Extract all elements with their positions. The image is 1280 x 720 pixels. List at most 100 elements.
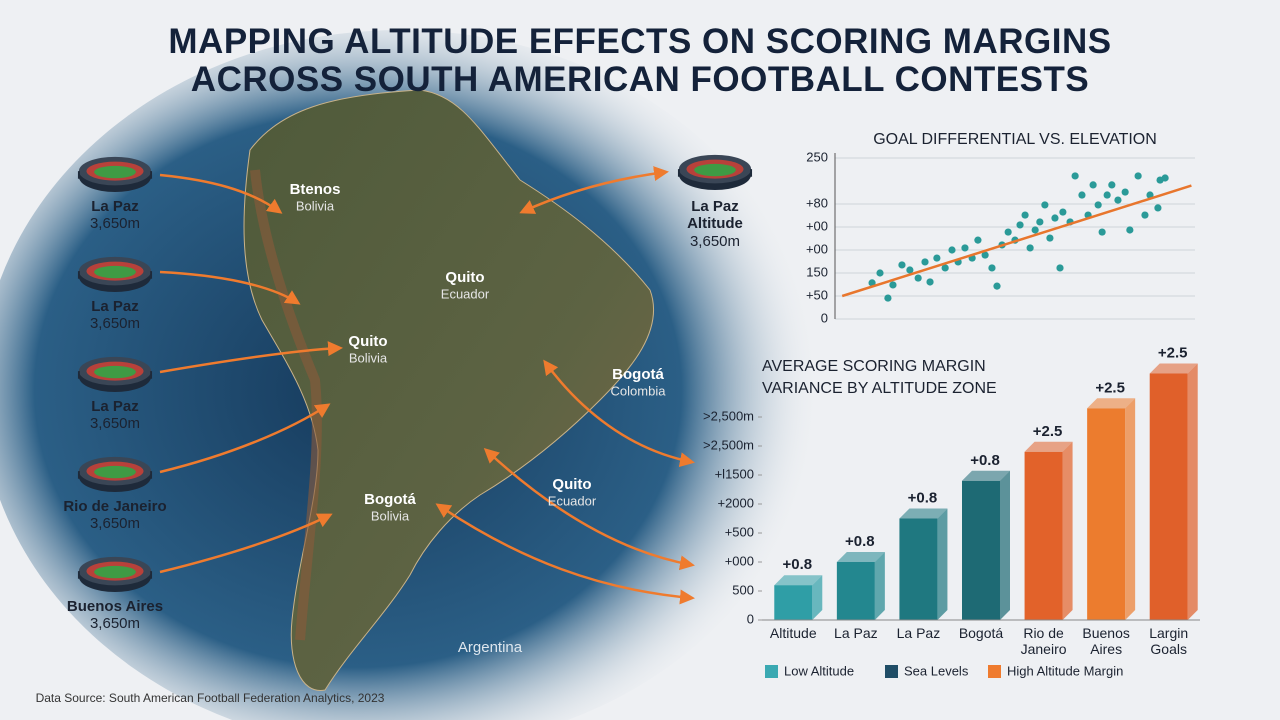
legend-swatch — [885, 665, 898, 678]
scatter-point — [884, 294, 892, 302]
y-tick-label: >2,500m — [703, 437, 754, 452]
bar-top — [836, 552, 885, 562]
arrow — [159, 270, 301, 305]
scatter-point — [961, 244, 969, 252]
bar-side — [874, 552, 885, 620]
bar — [836, 562, 875, 620]
y-tick-label: +00 — [806, 241, 828, 256]
scatter-point — [1108, 181, 1116, 189]
scatter-point — [1071, 172, 1079, 180]
bar — [899, 518, 938, 620]
legend-label: Low Altitude — [784, 663, 854, 678]
bar-side — [1125, 398, 1136, 620]
map-sublabel: Bolivia — [349, 350, 388, 365]
bar-side — [1000, 470, 1010, 620]
bar-top — [1024, 441, 1073, 452]
scatter-point — [876, 269, 884, 277]
stadium-elevation: 3,650m — [689, 232, 741, 250]
scatter-point — [921, 258, 929, 266]
y-tick-label: +500 — [725, 524, 754, 539]
scatter-point — [1036, 218, 1044, 226]
x-tick-label: Buenos Aires — [1082, 625, 1130, 658]
y-tick-label: 0 — [747, 611, 754, 626]
bar-side — [937, 508, 948, 620]
scatter-point — [889, 281, 897, 289]
stadium-icon — [77, 355, 153, 393]
stadium-icon — [77, 155, 153, 193]
bar-annotation: +2.5 — [1033, 423, 1063, 440]
scatter-point — [948, 246, 956, 254]
scatter-point — [1114, 196, 1122, 204]
y-tick-label: +50 — [806, 287, 828, 302]
scatter-point — [1051, 214, 1059, 222]
stadium-elevation: 3,650m — [89, 415, 141, 433]
y-tick-label: +2000 — [717, 495, 754, 510]
map-label: Quito — [552, 476, 591, 493]
bar-side — [1062, 441, 1073, 620]
stadium-icon — [677, 153, 753, 191]
scatter-point — [1161, 174, 1169, 182]
scatter-point — [988, 264, 996, 272]
stadium-icon — [77, 255, 153, 293]
bar-side — [1187, 363, 1198, 620]
y-tick-label: 250 — [806, 149, 828, 164]
scatter-point — [1098, 228, 1106, 236]
bar-annotation: +0.8 — [908, 489, 938, 506]
stadium-label: Rio de Janeiro 3,650m — [40, 498, 190, 533]
stadium-label: La Paz 3,650m — [40, 198, 190, 233]
stadium-elevation: 3,650m — [89, 315, 141, 333]
map-sublabel: Bolivia — [296, 198, 335, 213]
scatter-point — [993, 282, 1001, 290]
scatter-point — [906, 266, 914, 274]
stadium-name: La Paz Altitude — [687, 198, 743, 233]
y-tick-label: +l1500 — [715, 466, 754, 481]
map-label: Quito — [445, 269, 484, 286]
scatter-point — [1056, 264, 1064, 272]
stadium-label: Buenos Aires 3,650m — [40, 598, 190, 633]
scatter-point — [1141, 211, 1149, 219]
scatter-point — [1041, 201, 1049, 209]
andes — [250, 169, 322, 641]
bar-annotation: +0.8 — [970, 452, 1000, 469]
scatter-point — [1004, 228, 1012, 236]
legend-swatch — [765, 665, 778, 678]
bar-annotation: +0.8 — [845, 533, 875, 550]
bar-top — [774, 575, 823, 586]
chart-title: GOAL DIFFERENTIAL VS. ELEVATION — [873, 131, 1157, 148]
map-sublabel: Ecuador — [441, 286, 490, 301]
scatter-point — [1126, 226, 1134, 234]
scatter-point — [1031, 226, 1039, 234]
scatter-point — [974, 236, 982, 244]
legend-swatch — [988, 665, 1001, 678]
x-tick-label: La Paz — [896, 625, 941, 641]
stadium-name: La Paz — [91, 198, 139, 215]
stadium-name: Buenos Aires — [66, 598, 164, 615]
x-tick-label: La Paz — [834, 625, 878, 641]
scatter-point — [981, 251, 989, 259]
stadium-label: La Paz 3,650m — [40, 398, 190, 433]
stadium-elevation: 3,650m — [89, 615, 141, 633]
arrow — [159, 341, 343, 374]
scatter-point — [1059, 208, 1067, 216]
bar-top — [962, 470, 1010, 481]
scatter-point — [1134, 172, 1142, 180]
scatter-point — [926, 278, 934, 286]
map-label: Bogotá — [612, 366, 664, 383]
bar — [1149, 373, 1188, 620]
scatter-point — [1021, 211, 1029, 219]
stadium-icon — [77, 455, 153, 493]
stadium-name: La Paz — [91, 298, 139, 315]
scatter-point — [941, 264, 949, 272]
bar — [1087, 408, 1126, 620]
y-tick-label: 500 — [732, 582, 754, 597]
map-label: Btenos — [290, 181, 341, 198]
scatter-point — [1154, 204, 1162, 212]
scatter-point — [898, 261, 906, 269]
y-tick-label: +80 — [806, 195, 828, 210]
y-tick-label: >2,500m — [703, 408, 754, 423]
stadium-label: La Paz Altitude 3,650m — [640, 198, 790, 250]
scatter-point — [1016, 221, 1024, 229]
stadium-elevation: 3,650m — [89, 515, 141, 533]
